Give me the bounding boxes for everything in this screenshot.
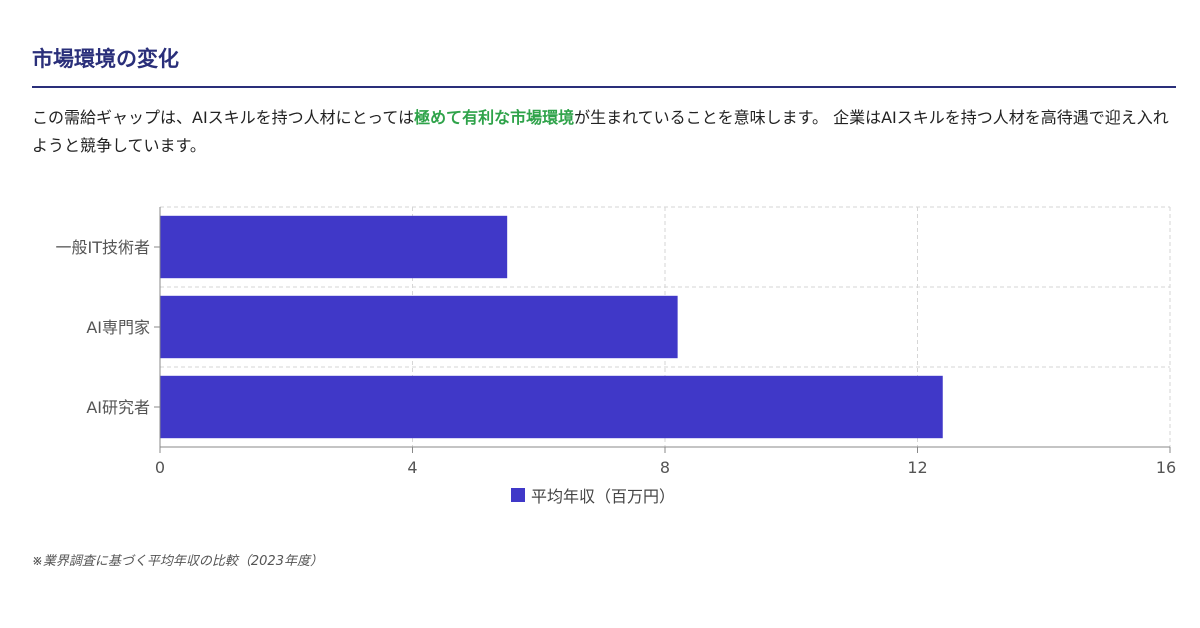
y-tick-label: 一般IT技術者 [56,238,151,257]
y-tick-label: AI研究者 [86,398,150,417]
x-tick-label: 0 [155,458,165,477]
legend-swatch [510,488,525,502]
legend-label: 平均年収（百万円） [530,487,675,506]
bar-2 [160,375,943,439]
x-tick-label: 12 [907,458,927,477]
intro-highlight: 極めて有利な市場環境 [414,108,575,127]
intro-text-after: が生まれていることを意味します。 企業はAIスキルを持つ人材を高待遇で迎え入れよ… [32,108,1169,155]
y-tick-label: AI専門家 [86,318,150,337]
bar-0 [160,215,508,279]
x-tick-label: 8 [660,458,670,477]
x-tick-label: 4 [407,458,417,477]
x-tick-label: 16 [1156,458,1176,477]
section-title: 市場環境の変化 [32,44,1176,88]
footnote: ※業界調査に基づく平均年収の比較（2023年度） [32,554,323,569]
chart-legend: 平均年収（百万円） [0,483,1200,507]
intro-text-before: この需給ギャップは、AIスキルを持つ人材にとっては [32,108,415,127]
salary-chart: 一般IT技術者 AI専門家 AI研究者 0 4 8 12 16 [0,195,1200,525]
legend-item-salary[interactable]: 平均年収（百万円） [510,483,675,507]
salary-bar-chart: 一般IT技術者 AI専門家 AI研究者 0 4 8 12 16 [56,206,1176,477]
bar-1 [160,295,678,359]
market-section: 市場環境の変化 この需給ギャップは、AIスキルを持つ人材にとっては極めて有利な市… [32,44,1176,160]
intro-paragraph: この需給ギャップは、AIスキルを持つ人材にとっては極めて有利な市場環境が生まれて… [32,104,1176,160]
